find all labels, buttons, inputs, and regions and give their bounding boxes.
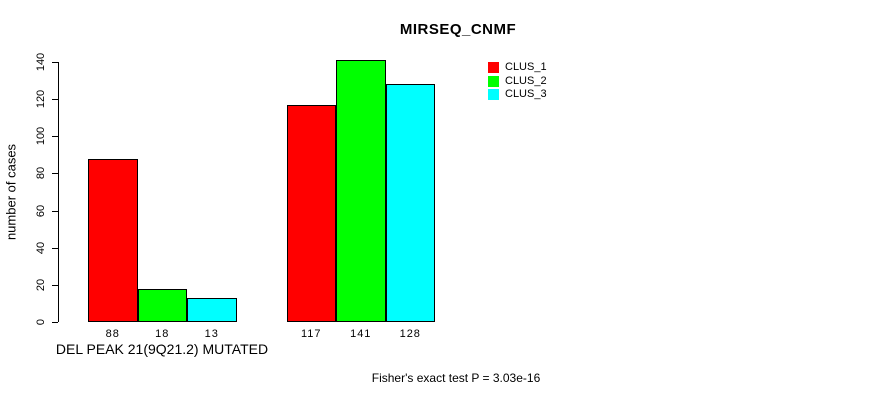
bar-value-label: 13 (204, 328, 219, 340)
y-tick-label: 0 (35, 318, 47, 326)
legend-label: CLUS_3 (505, 88, 547, 101)
bar-value-label: 128 (399, 328, 421, 340)
y-tick-mark (52, 173, 58, 175)
y-tick-mark (52, 322, 58, 323)
chart-title: MIRSEQ_CNMF (399, 21, 517, 38)
legend-swatch-icon (488, 62, 499, 74)
legend-swatch-icon (488, 75, 499, 87)
legend-label: CLUS_2 (505, 74, 547, 87)
bar-clus_1-group2 (286, 104, 336, 322)
y-tick-mark (52, 210, 58, 212)
y-tick-mark (52, 62, 58, 63)
bar-value-label: 18 (155, 328, 170, 340)
bar-clus_2-group1 (137, 288, 187, 322)
legend-swatch-icon (488, 89, 499, 101)
y-tick-label: 40 (35, 241, 47, 254)
bar-value-label: 88 (105, 328, 120, 340)
bar-clus_2-group2 (336, 60, 386, 322)
y-tick-label: 140 (35, 52, 47, 72)
bar-value-label: 141 (350, 328, 372, 340)
y-tick-mark (52, 99, 58, 101)
y-tick-label: 100 (35, 127, 47, 146)
y-tick-label: 20 (35, 278, 47, 291)
y-axis-line (58, 62, 59, 322)
x-axis-label: DEL PEAK 21(9Q21.2) MUTATED (55, 341, 269, 357)
legend-item-clus_1: CLUS_1 (488, 61, 547, 75)
y-tick-label: 120 (35, 89, 47, 109)
legend-label: CLUS_1 (505, 61, 547, 74)
legend-item-clus_3: CLUS_3 (488, 88, 547, 102)
y-tick-mark (52, 136, 58, 138)
legend-item-clus_2: CLUS_2 (488, 75, 547, 89)
bar-clus_1-group1 (88, 158, 138, 322)
y-tick-mark (52, 247, 58, 249)
fisher-test-caption: Fisher's exact test P = 3.03e-16 (371, 371, 541, 385)
y-axis-label: number of cases (3, 143, 19, 241)
y-tick-label: 80 (35, 167, 47, 180)
bar-clus_3-group2 (385, 84, 435, 322)
y-tick-mark (52, 284, 58, 286)
bar-value-label: 117 (300, 328, 322, 340)
y-tick-label: 60 (35, 204, 47, 217)
bar-clus_3-group1 (187, 297, 237, 322)
legend: CLUS_1 CLUS_2 CLUS_3 (488, 61, 547, 102)
